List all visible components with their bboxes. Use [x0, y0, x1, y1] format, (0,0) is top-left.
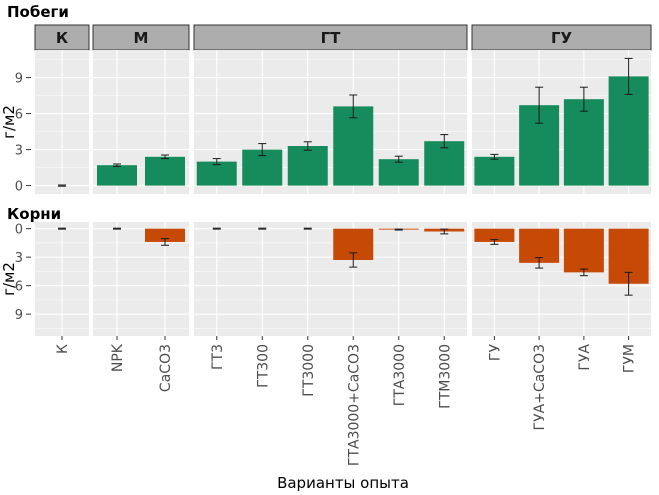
x-axis-title: Варианты опыта: [277, 474, 409, 492]
x-tick-label: ГУ: [487, 344, 503, 362]
x-tick-label: NPK: [110, 343, 126, 372]
y-tick-label: 3: [15, 144, 23, 159]
bar: [474, 228, 515, 242]
bar: [563, 228, 604, 273]
y-tick-label: 9: [15, 308, 23, 323]
x-tick-label: CaCO3: [158, 344, 174, 392]
row-title: Побеги: [7, 3, 69, 21]
x-tick-label: ГТ300: [255, 344, 271, 388]
bar: [287, 146, 328, 186]
plot-panel: [194, 222, 467, 336]
y-tick-label: 9: [15, 72, 23, 87]
y-axis-title: г/м2: [0, 105, 18, 139]
plot-panel: [194, 50, 467, 194]
y-tick-label: 6: [15, 108, 23, 123]
bar: [97, 165, 137, 186]
facet-strip: [34, 24, 90, 51]
x-tick-label: ГУА: [577, 344, 593, 371]
facet-strip-label: ГУ: [551, 29, 573, 47]
facet-strip: [193, 24, 468, 51]
bar: [145, 228, 185, 242]
bar: [378, 159, 419, 186]
x-tick-label: ГУА+CaCO3: [532, 344, 548, 430]
y-axis-title: г/м2: [0, 262, 18, 296]
x-tick-label: ГУМ: [622, 344, 638, 373]
facet-strip: [92, 24, 190, 51]
bar: [474, 156, 515, 186]
facet-strip-label: К: [56, 29, 69, 47]
x-tick-label: ГТА3000: [392, 344, 408, 406]
bar: [424, 141, 465, 186]
bar: [145, 156, 185, 186]
y-tick-label: 0: [15, 180, 23, 195]
x-tick-label: ГТ3: [210, 344, 226, 370]
x-tick-label: К: [55, 344, 71, 354]
bar: [563, 99, 604, 186]
y-tick-label: 0: [15, 223, 23, 238]
bar: [196, 161, 237, 186]
x-tick-label: ГТА3000+CaCO3: [346, 344, 362, 466]
facet-strip: [471, 24, 652, 51]
y-tick-label: 3: [15, 251, 23, 266]
bar: [333, 106, 374, 186]
x-tick-label: ГТМ3000: [437, 344, 453, 409]
y-tick-label: 6: [15, 280, 23, 295]
facet-strip-label: М: [134, 29, 149, 47]
facet-strip-label: ГТ: [321, 29, 342, 47]
row-title: Корни: [7, 205, 61, 223]
x-tick-label: ГТ3000: [301, 344, 317, 397]
